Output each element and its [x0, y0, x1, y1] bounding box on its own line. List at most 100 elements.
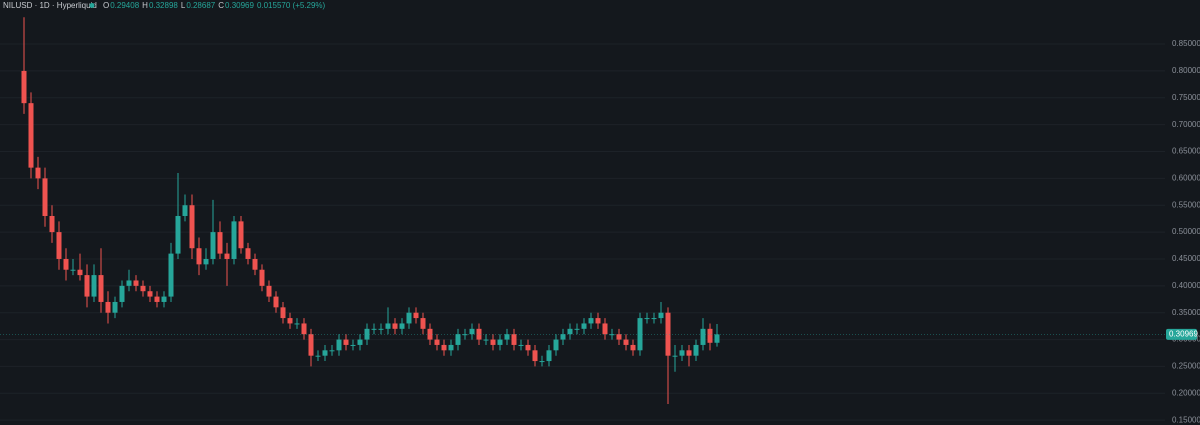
ohlc-value: 0.30969: [225, 1, 254, 10]
candle-body: [322, 350, 328, 356]
candle-body: [378, 328, 384, 330]
candle-body: [280, 307, 286, 319]
candle-body: [147, 291, 153, 297]
candle-body: [609, 334, 615, 336]
candle-body: [630, 344, 636, 351]
candle-body: [21, 70, 27, 104]
candle-body: [56, 232, 62, 259]
candle-body: [301, 323, 307, 335]
candle-body: [84, 275, 90, 297]
candle-body: [700, 328, 706, 345]
last-price-box: [1166, 328, 1197, 340]
candle-body: [679, 350, 685, 356]
candle-body: [420, 318, 426, 329]
status-dot: [89, 3, 95, 8]
candle-body: [175, 215, 181, 254]
candle-body: [168, 253, 174, 297]
candle-body: [161, 296, 167, 302]
candle-body: [525, 344, 531, 351]
candle-body: [224, 253, 230, 259]
candle-body: [532, 350, 538, 362]
candle-body: [357, 339, 363, 345]
candle-body: [707, 328, 713, 343]
candle-body: [70, 269, 76, 271]
y-tick-label: 0.55000: [1172, 200, 1200, 209]
y-tick-label: 0.80000: [1172, 66, 1200, 75]
ohlc-key: H: [142, 1, 148, 10]
y-tick-label: 0.40000: [1172, 281, 1200, 290]
candle-body: [686, 350, 692, 356]
candle-body: [371, 328, 377, 330]
candle-body: [455, 334, 461, 345]
candle-body: [238, 221, 244, 249]
candle-body: [336, 339, 342, 351]
candle-body: [504, 334, 510, 340]
candle-body: [602, 323, 608, 335]
y-tick-label: 0.50000: [1172, 227, 1200, 236]
candle-body: [511, 334, 517, 345]
candle-body: [644, 318, 650, 320]
candle-body: [63, 258, 69, 270]
candle-body: [560, 334, 566, 340]
candle-body: [623, 339, 629, 345]
candle-body: [126, 280, 132, 286]
candle-body: [553, 339, 559, 351]
candle-body: [518, 344, 524, 346]
symbol: NILUSD · 1D · Hyperliquid: [3, 1, 97, 10]
candle-body: [133, 280, 139, 286]
candle-body: [581, 323, 587, 329]
candle-body: [154, 296, 160, 302]
y-tick-label: 0.15000: [1172, 415, 1200, 424]
change: 0.015570 (+5.29%): [257, 1, 326, 10]
candle-body: [294, 323, 300, 325]
candle-body: [28, 103, 34, 168]
candle-body: [490, 339, 496, 345]
candle-body: [392, 323, 398, 329]
last-price-label: 0.30969: [1169, 329, 1198, 338]
candle-body: [273, 296, 279, 308]
y-tick-label: 0.60000: [1172, 173, 1200, 182]
header: NILUSD · 1D · Hyperliquid O 0.29408 H 0.328…: [3, 1, 326, 10]
candle-body: [651, 318, 657, 320]
candle-body: [140, 285, 146, 292]
candle-body: [315, 355, 321, 357]
candle-body: [539, 361, 545, 363]
candle-body: [119, 285, 125, 302]
candle-body: [42, 178, 48, 216]
candle-body: [434, 339, 440, 345]
candle-body: [287, 318, 293, 324]
y-tick-label: 0.45000: [1172, 254, 1200, 263]
candle-body: [385, 323, 391, 329]
candle-body: [245, 248, 251, 259]
candle-body: [105, 301, 111, 313]
y-tick-label: 0.35000: [1172, 308, 1200, 317]
candle-body: [203, 258, 209, 265]
candle-body: [217, 232, 223, 254]
candle-body: [231, 221, 237, 259]
candle-body: [182, 205, 188, 216]
y-tick-label: 0.25000: [1172, 362, 1200, 371]
ohlc-value: 0.32898: [149, 1, 178, 10]
candle-body: [574, 328, 580, 330]
ohlc-key: C: [218, 1, 224, 10]
y-tick-label: 0.75000: [1172, 93, 1200, 102]
candle-body: [406, 312, 412, 324]
candle-body: [350, 344, 356, 346]
candle-body: [497, 339, 503, 345]
candle-body: [658, 312, 664, 319]
ohlc-value: 0.28687: [186, 1, 215, 10]
candle-body: [441, 344, 447, 351]
candle-body: [693, 344, 699, 356]
candle-body: [714, 334, 720, 343]
y-tick-label: 0.20000: [1172, 388, 1200, 397]
candle-body: [35, 167, 41, 179]
candle-body: [546, 350, 552, 362]
candle-body: [259, 269, 265, 286]
candle-body: [343, 339, 349, 345]
candle-body: [595, 318, 601, 324]
candle-body: [665, 312, 671, 356]
candle-body: [329, 350, 335, 352]
candle-body: [189, 205, 195, 249]
